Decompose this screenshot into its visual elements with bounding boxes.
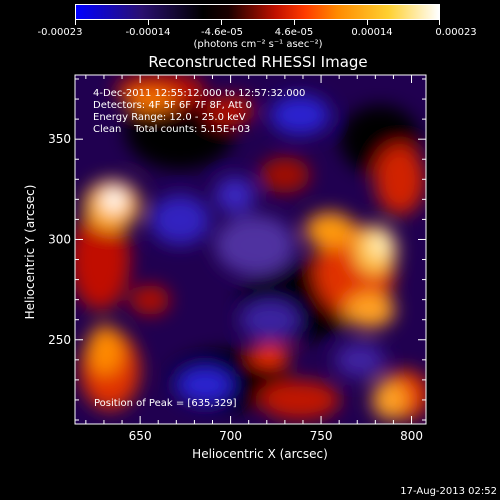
colorbar-label: 4.6e-05 xyxy=(274,27,314,38)
colorbar-tick xyxy=(294,20,295,25)
colorbar-gradient xyxy=(76,5,439,19)
colorbar-units: (photons cm⁻² s⁻¹ asec⁻²) xyxy=(193,39,323,50)
info-clean-counts: Clean Total counts: 5.15E+03 xyxy=(93,124,251,135)
plot-title: Reconstructed RHESSI Image xyxy=(148,53,368,71)
colorbar-label: -4.6e-05 xyxy=(201,27,243,38)
colorbar-tick xyxy=(367,20,368,25)
x-tick-label: 750 xyxy=(310,429,333,443)
y-axis-label: Heliocentric Y (arcsec) xyxy=(23,184,37,320)
colorbar-tick xyxy=(221,20,222,25)
colorbar-label: 0.00014 xyxy=(351,27,393,38)
colorbar-tick xyxy=(75,20,76,25)
x-axis-label: Heliocentric X (arcsec) xyxy=(192,447,328,461)
colorbar-tick xyxy=(439,20,440,25)
y-tick-label: 250 xyxy=(48,333,71,347)
plot-frame xyxy=(74,74,427,425)
colorbar xyxy=(75,4,440,20)
x-tick-label: 700 xyxy=(219,429,242,443)
info-detectors: Detectors: 4F 5F 6F 7F 8F, Att 0 xyxy=(93,100,253,111)
x-tick-label: 650 xyxy=(129,429,152,443)
colorbar-tick xyxy=(148,20,149,25)
timestamp: 17-Aug-2013 02:52 xyxy=(400,486,497,497)
image-map xyxy=(75,75,426,424)
peak-position: Position of Peak = [635,329] xyxy=(94,398,237,409)
info-energy-range: Energy Range: 12.0 - 25.0 keV xyxy=(93,112,246,123)
info-time-range: 4-Dec-2011 12:55:12.000 to 12:57:32.000 xyxy=(93,88,306,99)
colorbar-label: 0.00023 xyxy=(435,27,477,38)
colorbar-label: -0.00014 xyxy=(125,27,171,38)
axis-ticks xyxy=(75,75,426,424)
y-tick-label: 300 xyxy=(48,232,71,246)
colorbar-label: -0.00023 xyxy=(37,27,83,38)
x-tick-label: 800 xyxy=(400,429,423,443)
y-tick-label: 350 xyxy=(48,132,71,146)
